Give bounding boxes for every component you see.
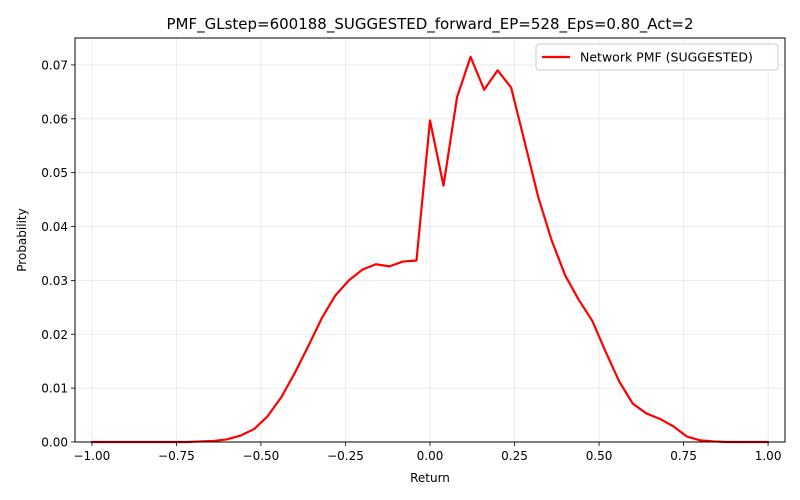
y-tick-label: 0.01 — [41, 382, 68, 396]
y-tick-label: 0.04 — [41, 220, 68, 234]
y-tick-label: 0.00 — [41, 436, 68, 450]
x-tick-label: −0.75 — [158, 449, 195, 463]
y-tick-label: 0.05 — [41, 166, 68, 180]
x-tick-label: −0.25 — [327, 449, 364, 463]
y-tick-label: 0.06 — [41, 112, 68, 126]
x-tick-label: 0.75 — [670, 449, 697, 463]
x-tick-label: −0.50 — [243, 449, 280, 463]
legend: Network PMF (SUGGESTED) — [535, 43, 779, 71]
chart-title: PMF_GLstep=600188_SUGGESTED_forward_EP=5… — [166, 15, 693, 34]
y-tick-label: 0.03 — [41, 274, 68, 288]
y-tick-label: 0.07 — [41, 58, 68, 72]
x-tick-label: 0.00 — [417, 449, 444, 463]
x-tick-label: 0.50 — [586, 449, 613, 463]
ticks: −1.00 −0.75 −0.50 −0.25 0.00 0.25 0.50 0.75 1.00… — [41, 58, 781, 463]
legend-box — [535, 43, 779, 71]
x-axis-label: Return — [410, 471, 450, 485]
legend-label: Network PMF (SUGGESTED) — [580, 50, 753, 65]
x-tick-label: 1.00 — [755, 449, 782, 463]
x-tick-label: −1.00 — [74, 449, 111, 463]
y-axis-label: Probability — [15, 208, 29, 271]
x-tick-label: 0.25 — [501, 449, 528, 463]
y-tick-label: 0.02 — [41, 328, 68, 342]
